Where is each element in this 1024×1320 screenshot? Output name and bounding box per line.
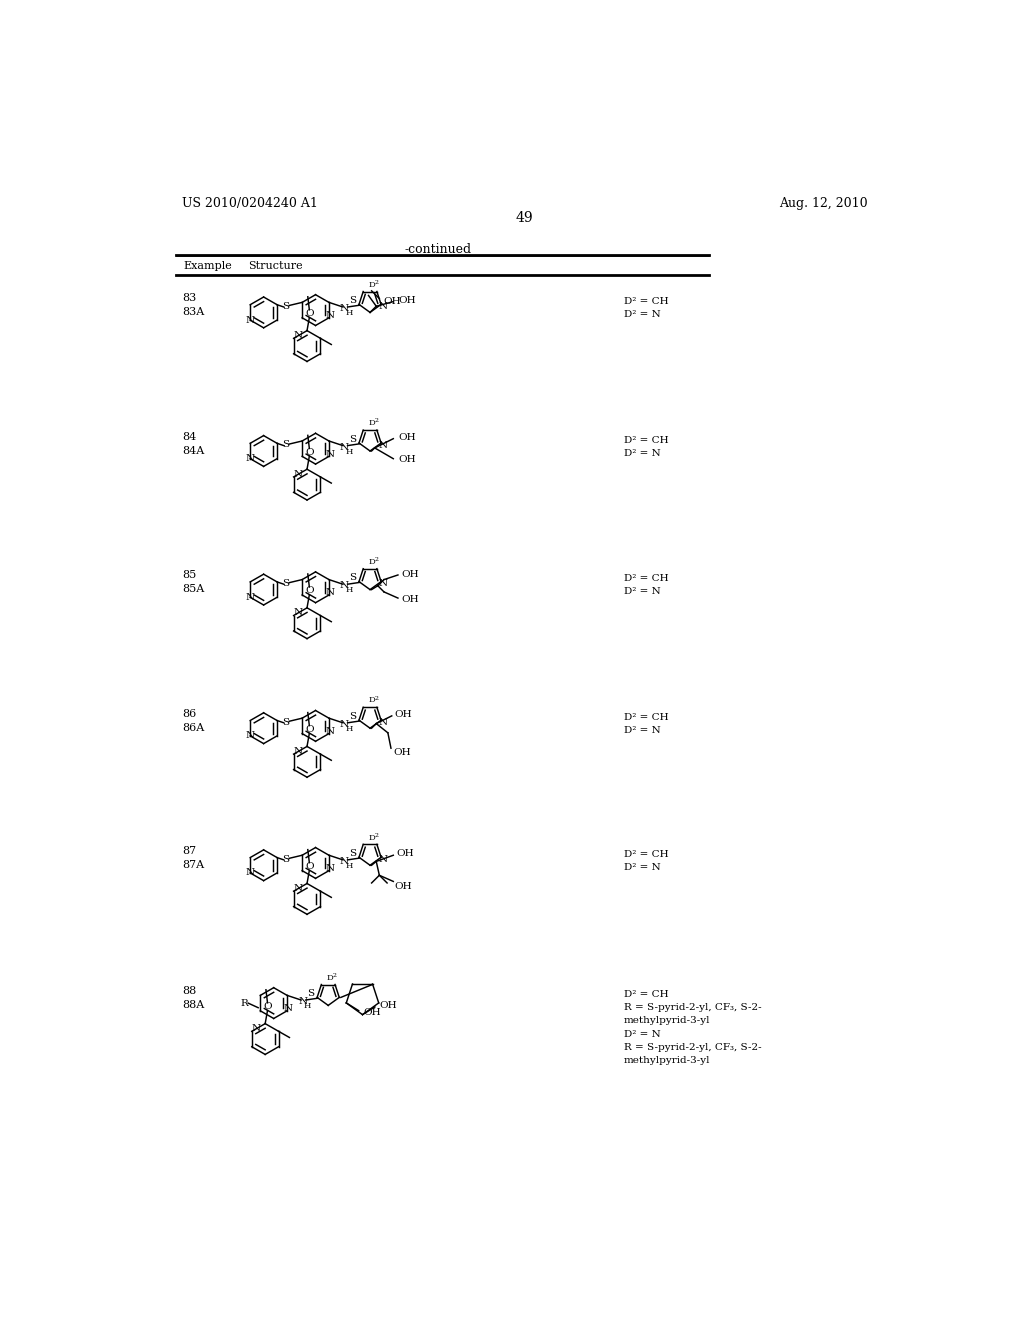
Text: D: D — [369, 558, 375, 566]
Text: N: N — [326, 727, 334, 735]
Text: OH: OH — [401, 570, 419, 578]
Text: D² = CH
D² = N: D² = CH D² = N — [624, 574, 669, 597]
Text: 84
84A: 84 84A — [182, 432, 205, 455]
Text: N: N — [246, 869, 255, 878]
Text: N: N — [340, 857, 349, 866]
Text: 49: 49 — [516, 211, 534, 226]
Text: N: N — [379, 579, 388, 589]
Text: S: S — [283, 441, 290, 449]
Text: H: H — [303, 1002, 311, 1010]
Text: N: N — [340, 304, 349, 313]
Text: N: N — [293, 609, 302, 618]
Text: N: N — [284, 1005, 293, 1012]
Text: D: D — [327, 974, 333, 982]
Text: N: N — [326, 450, 334, 458]
Text: H: H — [345, 586, 353, 594]
Text: OH: OH — [383, 297, 400, 306]
Text: Aug. 12, 2010: Aug. 12, 2010 — [779, 197, 868, 210]
Text: D² = CH
D² = N: D² = CH D² = N — [624, 850, 669, 873]
Text: S: S — [283, 302, 290, 310]
Text: N: N — [340, 442, 349, 451]
Text: N: N — [246, 731, 255, 741]
Text: O: O — [305, 447, 313, 457]
Text: N: N — [293, 331, 302, 341]
Text: OH: OH — [398, 455, 416, 463]
Text: S: S — [349, 434, 356, 444]
Text: O: O — [305, 725, 313, 734]
Text: OH: OH — [395, 710, 413, 719]
Text: S: S — [307, 989, 314, 998]
Text: S: S — [283, 854, 290, 863]
Text: O: O — [305, 862, 313, 871]
Text: 2: 2 — [375, 833, 379, 838]
Text: N: N — [251, 1024, 260, 1034]
Text: N: N — [379, 441, 388, 450]
Text: N: N — [340, 719, 349, 729]
Text: D: D — [369, 281, 375, 289]
Text: 2: 2 — [375, 557, 379, 562]
Text: H: H — [345, 725, 353, 733]
Text: O: O — [305, 586, 313, 595]
Text: N: N — [379, 302, 388, 312]
Text: 2: 2 — [375, 418, 379, 424]
Text: OH: OH — [393, 748, 411, 758]
Text: N: N — [298, 997, 307, 1006]
Text: OH: OH — [396, 849, 414, 858]
Text: D² = CH
D² = N: D² = CH D² = N — [624, 297, 669, 319]
Text: N: N — [246, 593, 255, 602]
Text: H: H — [345, 447, 353, 455]
Text: N: N — [326, 312, 334, 319]
Text: 2: 2 — [375, 280, 379, 285]
Text: D² = CH
R = S-pyrid-2-yl, CF₃, S-2-
methylpyrid-3-yl
D² = N
R = S-pyrid-2-yl, CF: D² = CH R = S-pyrid-2-yl, CF₃, S-2- meth… — [624, 990, 762, 1065]
Text: 83
83A: 83 83A — [182, 293, 205, 317]
Text: N: N — [340, 581, 349, 590]
Text: 2: 2 — [375, 696, 379, 701]
Text: N: N — [246, 454, 255, 463]
Text: Structure: Structure — [248, 261, 303, 271]
Text: S: S — [283, 579, 290, 587]
Text: 86
86A: 86 86A — [182, 709, 205, 733]
Text: D: D — [369, 697, 375, 705]
Text: N: N — [379, 718, 388, 727]
Text: N: N — [293, 884, 302, 894]
Text: 87
87A: 87 87A — [182, 846, 205, 870]
Text: H: H — [345, 862, 353, 870]
Text: S: S — [349, 296, 356, 305]
Text: R: R — [241, 999, 248, 1007]
Text: 88
88A: 88 88A — [182, 986, 205, 1010]
Text: N: N — [326, 863, 334, 873]
Text: Example: Example — [183, 261, 232, 271]
Text: D: D — [369, 420, 375, 428]
Text: OH: OH — [364, 1007, 381, 1016]
Text: O: O — [263, 1002, 271, 1011]
Text: OH: OH — [398, 297, 416, 305]
Text: 85
85A: 85 85A — [182, 570, 205, 594]
Text: OH: OH — [401, 595, 419, 605]
Text: D: D — [369, 833, 375, 842]
Text: H: H — [345, 309, 353, 317]
Text: S: S — [349, 573, 356, 582]
Text: D² = CH
D² = N: D² = CH D² = N — [624, 436, 669, 458]
Text: -continued: -continued — [404, 243, 472, 256]
Text: S: S — [283, 718, 290, 726]
Text: N: N — [293, 470, 302, 479]
Text: OH: OH — [395, 882, 413, 891]
Text: N: N — [246, 315, 255, 325]
Text: N: N — [379, 855, 388, 865]
Text: D² = CH
D² = N: D² = CH D² = N — [624, 713, 669, 735]
Text: O: O — [305, 309, 313, 318]
Text: OH: OH — [380, 1001, 397, 1010]
Text: US 2010/0204240 A1: US 2010/0204240 A1 — [182, 197, 318, 210]
Text: 2: 2 — [333, 973, 337, 978]
Text: S: S — [349, 711, 356, 721]
Text: N: N — [293, 747, 302, 756]
Text: N: N — [326, 589, 334, 597]
Text: S: S — [349, 849, 356, 858]
Text: OH: OH — [398, 433, 416, 442]
